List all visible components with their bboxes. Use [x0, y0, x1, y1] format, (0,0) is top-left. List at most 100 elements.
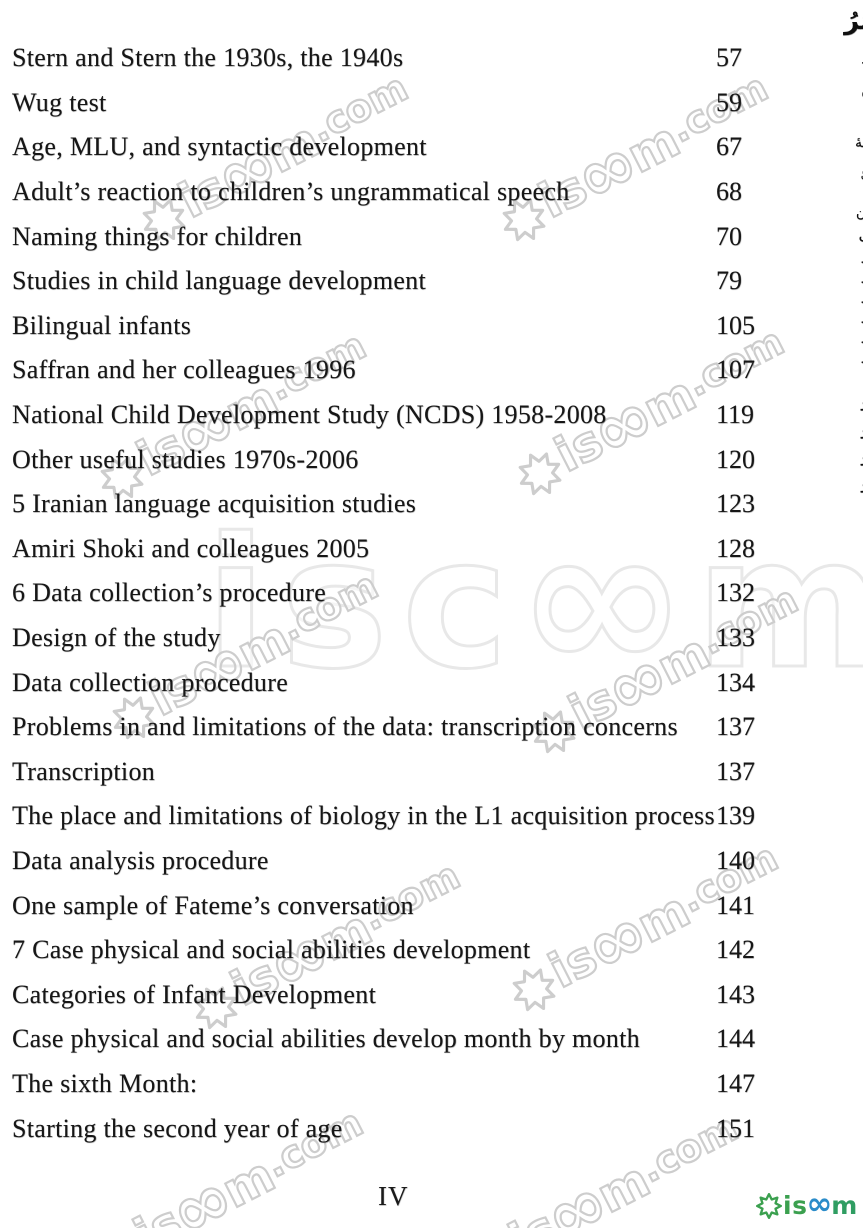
toc-entry: Case physical and social abilities devel…	[12, 1017, 764, 1062]
toc-entry: Saffran and her colleagues 1996 107	[12, 348, 764, 393]
toc-entry: Studies in child language development 79	[12, 259, 764, 304]
toc-entry: Categories of Infant Development 143	[12, 972, 764, 1017]
persian-edge-fragment: ثرُ	[844, 6, 863, 36]
toc-entry-title: Saffran and her colleagues 1996	[12, 355, 356, 385]
persian-edge-fragment: و	[861, 420, 863, 438]
toc-entry-title: Adult’s reaction to children’s ungrammat…	[12, 177, 570, 207]
toc-entry-title: Bilingual infants	[12, 310, 192, 340]
toc-entry: Data analysis procedure 140	[12, 839, 764, 884]
toc-entry-title: 6 Data collection’s procedure	[12, 578, 327, 608]
watermark-text: m	[213, 1146, 285, 1221]
persian-edge-fragment: و	[861, 474, 863, 492]
toc-entry-page: 139	[716, 801, 755, 831]
toc-entry: Wug test 59	[12, 81, 764, 126]
persian-edge-fragment: ل	[858, 226, 863, 242]
toc-entry-page: 134	[716, 667, 755, 697]
toc-entry: Transcription 137	[12, 750, 764, 795]
toc-entry-page: 120	[716, 444, 755, 474]
toc-entry-title: Design of the study	[12, 623, 221, 653]
toc-entry-page: 147	[716, 1068, 755, 1098]
toc-entry: Amiri Shoki and colleagues 2005 128	[12, 527, 764, 572]
toc-entry: 6 Data collection’s procedure 132	[12, 571, 764, 616]
toc-entry-title: Studies in child language development	[12, 266, 427, 296]
toc-entry-title: Naming things for children	[12, 221, 303, 251]
toc-entry-title: Case physical and social abilities devel…	[12, 1024, 640, 1054]
toc-entry: Age, MLU, and syntactic development 67	[12, 125, 764, 170]
toc-entry-page: 132	[716, 578, 755, 608]
persian-edge-fragment: مۀ	[854, 135, 863, 151]
toc-entry: Bilingual infants 105	[12, 304, 764, 349]
persian-edge-fragment: و	[861, 392, 863, 410]
toc-entry-page: 137	[716, 756, 755, 786]
persian-edge-fragment: ئ	[861, 168, 863, 180]
watermark-text: is	[124, 1193, 192, 1228]
logo-text-m: m	[831, 1191, 858, 1220]
watermark-text: is	[499, 1198, 567, 1228]
toc-entry-title: Age, MLU, and syntactic development	[12, 132, 427, 162]
toc-entry: Other useful studies 1970s-2006 120	[12, 437, 764, 482]
toc-entry: Design of the study 133	[12, 616, 764, 661]
toc-entry-title: Problems in and limitations of the data:…	[12, 712, 678, 742]
toc-entry-page: 137	[716, 712, 755, 742]
toc-entry: Data collection procedure 134	[12, 660, 764, 705]
toc-entry-page: 59	[716, 87, 742, 117]
toc-entry-page: 68	[716, 177, 742, 207]
toc-entry-title: Data analysis procedure	[12, 845, 269, 875]
toc-entry-page: 67	[716, 132, 742, 162]
toc-entry: Stern and Stern the 1930s, the 1940s 57	[12, 36, 764, 81]
toc-entry: The place and limitations of biology in …	[12, 794, 764, 839]
persian-edge-fragment: ان	[855, 205, 863, 221]
toc-entry-title: Starting the second year of age	[12, 1113, 343, 1143]
toc-entry-page: 70	[716, 221, 742, 251]
toc-entry-page: 142	[716, 935, 755, 965]
toc-entry: 7 Case physical and social abilities dev…	[12, 928, 764, 973]
toc-entry-title: 5 Iranian language acquisition studies	[12, 489, 417, 519]
toc-entry-title: The place and limitations of biology in …	[12, 801, 715, 831]
toc-entry-title: Amiri Shoki and colleagues 2005	[12, 533, 370, 563]
toc-entry-title: The sixth Month:	[12, 1068, 198, 1098]
toc-entry: Problems in and limitations of the data:…	[12, 705, 764, 750]
logo-infinity: ∞	[806, 1186, 833, 1222]
persian-edge-fragment: ه	[861, 84, 863, 101]
toc-entry-title: Transcription	[12, 756, 156, 786]
persian-edge-fragment: و	[861, 447, 863, 465]
toc-entry-page: 105	[716, 310, 755, 340]
page-number-roman: IV	[378, 1181, 409, 1211]
toc-list: Stern and Stern the 1930s, the 1940s 57 …	[12, 36, 764, 1151]
toc-entry-page: 133	[716, 623, 755, 653]
toc-entry: Naming things for children 70	[12, 214, 764, 259]
gisoom-star-icon	[88, 1224, 150, 1228]
toc-entry: Adult’s reaction to children’s ungrammat…	[12, 170, 764, 215]
watermark-infinity: ∞	[155, 1153, 249, 1228]
toc-entry-page: 151	[716, 1113, 755, 1143]
toc-entry-page: 143	[716, 979, 755, 1009]
toc-entry-page: 144	[716, 1024, 755, 1054]
toc-entry-title: Stern and Stern the 1930s, the 1940s	[12, 43, 404, 73]
toc-entry-page: 79	[716, 266, 742, 296]
toc-entry-page: 140	[716, 845, 755, 875]
toc-entry: One sample of Fateme’s conversation 141	[12, 883, 764, 928]
toc-entry-title: Other useful studies 1970s-2006	[12, 444, 359, 474]
toc-entry: The sixth Month: 147	[12, 1062, 764, 1107]
toc-entry-title: Categories of Infant Development	[12, 979, 377, 1009]
toc-entry-page: 107	[716, 355, 755, 385]
toc-entry: 5 Iranian language acquisition studies 1…	[12, 482, 764, 527]
toc-entry-page: 128	[716, 533, 755, 563]
watermark-text: m	[588, 1151, 660, 1226]
toc-entry-title: One sample of Fateme’s conversation	[12, 890, 414, 920]
toc-entry-page: 119	[716, 400, 755, 430]
toc-entry-title: Wug test	[12, 87, 107, 117]
toc-entry-page: 141	[716, 890, 755, 920]
toc-entry: Starting the second year of age 151	[12, 1106, 764, 1151]
watermark-infinity: ∞	[530, 1158, 624, 1228]
toc-entry: National Child Development Study (NCDS) …	[12, 393, 764, 438]
toc-entry-title: Data collection procedure	[12, 667, 289, 697]
logo-text-is: is	[783, 1191, 808, 1220]
toc-entry-page: 123	[716, 489, 755, 519]
toc-entry-title: National Child Development Study (NCDS) …	[12, 400, 607, 430]
gisoom-logo: is ∞ m	[756, 1186, 858, 1222]
toc-entry-page: 57	[716, 43, 742, 73]
gisoom-star-icon	[756, 1192, 782, 1219]
toc-entry-title: 7 Case physical and social abilities dev…	[12, 935, 531, 965]
